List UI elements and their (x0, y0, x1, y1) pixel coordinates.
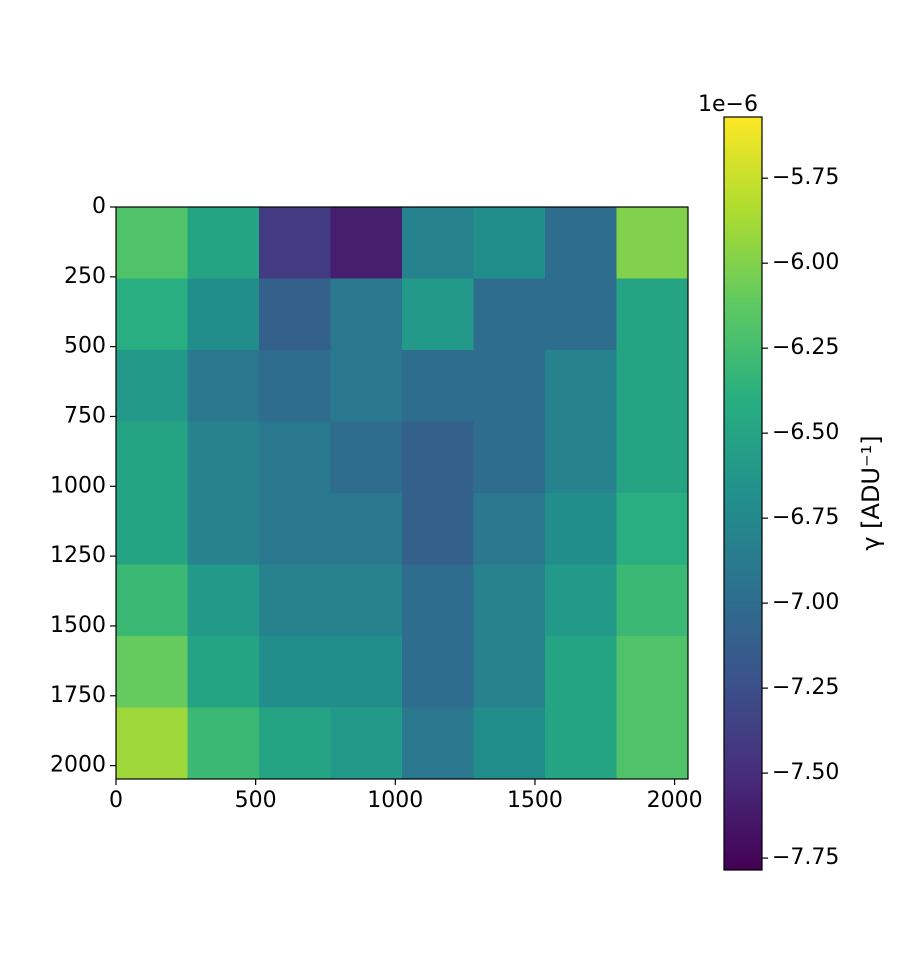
heatmap-cell (545, 564, 617, 637)
heatmap-cell (545, 207, 617, 279)
heatmap-cell (330, 564, 403, 637)
y-tick-label: 500 (64, 334, 106, 359)
heatmap-cell (187, 636, 260, 708)
heatmap-cell (330, 207, 403, 279)
heatmap-cell (259, 207, 331, 279)
heatmap-cell (330, 493, 403, 565)
y-tick-label: 1250 (50, 543, 106, 568)
heatmap-cell (402, 350, 474, 422)
heatmap-cell (473, 350, 546, 422)
colorbar-tick-label: −6.50 (772, 420, 839, 445)
heatmap-cell (473, 278, 546, 351)
heatmap-cell (616, 493, 689, 565)
heatmap-cell (545, 636, 617, 708)
heatmap-cell (330, 350, 403, 422)
colorbar (723, 116, 763, 871)
heatmap-cell (187, 707, 260, 780)
heatmap-cell (402, 207, 474, 279)
heatmap-cell (473, 707, 546, 780)
heatmap-cell (545, 707, 617, 780)
heatmap-cell (330, 421, 403, 494)
heatmap-cell (402, 278, 474, 351)
heatmap-cell (473, 493, 546, 565)
heatmap-cell (259, 421, 331, 494)
heatmap-cell (187, 278, 260, 351)
heatmap-cell (330, 278, 403, 351)
heatmap-cell (616, 278, 689, 351)
heatmap-cell (116, 493, 188, 565)
x-tick-label: 1000 (367, 788, 423, 813)
heatmap-cell (545, 350, 617, 422)
heatmap-cell (616, 564, 689, 637)
heatmap-cell (259, 493, 331, 565)
heatmap-cell (187, 207, 260, 279)
heatmap-cell (116, 207, 188, 279)
colorbar-tick-label: −7.75 (772, 845, 839, 870)
heatmap-cell (545, 421, 617, 494)
heatmap-cell (616, 421, 689, 494)
colorbar-tick-label: −7.25 (772, 675, 839, 700)
y-tick-label: 2000 (50, 753, 106, 778)
heatmap-cell (402, 707, 474, 780)
heatmap-cell (116, 421, 188, 494)
heatmap-cell (116, 278, 188, 351)
heatmap-cell (616, 350, 689, 422)
heatmap-cell (259, 636, 331, 708)
plot-frame (115, 206, 689, 780)
heatmap-cell (116, 564, 188, 637)
colorbar-offset: 1e−6 (698, 92, 758, 117)
heatmap-cell (473, 636, 546, 708)
heatmap-cell (116, 707, 188, 780)
x-tick-label: 500 (235, 788, 277, 813)
heatmap-cell (616, 707, 689, 780)
heatmap-cell (187, 421, 260, 494)
colorbar-tick-label: −7.50 (772, 760, 839, 785)
heatmap-cell (116, 636, 188, 708)
y-tick-label: 0 (92, 194, 106, 219)
x-tick-label: 2000 (647, 788, 703, 813)
colorbar-tick-label: −6.75 (772, 505, 839, 530)
heatmap-cell (259, 278, 331, 351)
colorbar-tick-label: −6.00 (772, 250, 839, 275)
heatmap-cell (187, 493, 260, 565)
heatmap-cell (473, 207, 546, 279)
y-tick-label: 1000 (50, 473, 106, 498)
heatmap-cell (402, 493, 474, 565)
heatmap-cell (402, 636, 474, 708)
x-tick-label: 0 (109, 788, 123, 813)
heatmap-cell (402, 564, 474, 637)
y-tick-label: 1500 (50, 613, 106, 638)
heatmap-cell (330, 636, 403, 708)
y-tick-label: 250 (64, 264, 106, 289)
heatmap-cell (330, 707, 403, 780)
colorbar-tick-label: −6.25 (772, 335, 839, 360)
heatmap-cell (616, 207, 689, 279)
y-tick-label: 750 (64, 403, 106, 428)
heatmap-cell (187, 350, 260, 422)
x-tick-label: 1500 (507, 788, 563, 813)
heatmap-cell (259, 707, 331, 780)
heatmap-cell (545, 493, 617, 565)
heatmap-cell (259, 350, 331, 422)
heatmap-cell (402, 421, 474, 494)
heatmap-cell (187, 564, 260, 637)
heatmap-cell (616, 636, 689, 708)
colorbar-tick-label: −5.75 (772, 165, 839, 190)
colorbar-label: γ [ADU⁻¹] (857, 435, 885, 550)
heatmap-cell (473, 564, 546, 637)
y-tick-label: 1750 (50, 683, 106, 708)
colorbar-tick-label: −7.00 (772, 590, 839, 615)
heatmap-cell (545, 278, 617, 351)
heatmap-cell (116, 350, 188, 422)
heatmap-cell (473, 421, 546, 494)
heatmap-cell (259, 564, 331, 637)
